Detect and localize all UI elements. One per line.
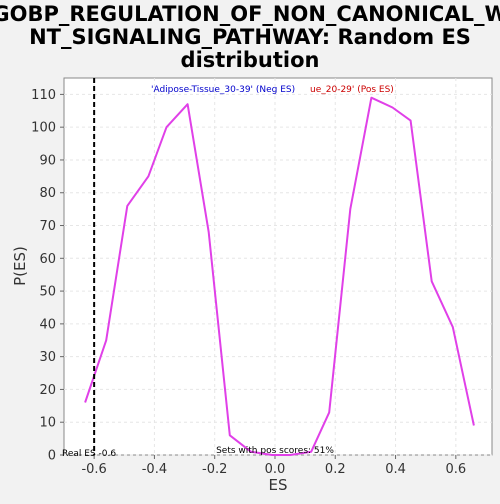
y-tick-label: 40	[39, 317, 56, 332]
real-es-label: Real ES -0.6	[62, 449, 116, 459]
x-tick-label: 0.2	[325, 462, 346, 477]
y-axis-label: P(ES)	[11, 246, 29, 286]
y-tick-label: 20	[39, 383, 56, 398]
pos-scores-label: Sets with pos scores: 51%	[216, 446, 334, 456]
series-line	[84, 96, 475, 456]
chart-title-line-3: distribution	[181, 48, 320, 72]
chart-title-line-1: GOBP_REGULATION_OF_NON_CANONICAL_W	[0, 2, 500, 26]
y-tick-label: 0	[48, 449, 56, 464]
y-tick-label: 70	[39, 219, 56, 234]
y-tick-label: 50	[39, 285, 56, 300]
grid-lines	[64, 78, 492, 456]
chart-title-line-2: NT_SIGNALING_PATHWAY: Random ES	[29, 25, 471, 49]
x-tick-label: -0.2	[202, 462, 227, 477]
y-tick-label: 90	[39, 153, 56, 168]
x-tick-label: -0.6	[81, 462, 106, 477]
axis-ticks: 0 10 20 30 40 50 60 70 80 90 100 110 -0.6 -0.4 -0.2 0.0…	[31, 88, 466, 477]
legend-neg-label: 'Adipose-Tissue_30-39' (Neg ES)	[151, 85, 295, 95]
y-tick-label: 30	[39, 350, 56, 365]
y-tick-label: 110	[31, 88, 56, 103]
x-tick-label: 0.6	[445, 462, 466, 477]
y-tick-label: 80	[39, 186, 56, 201]
y-tick-label: 10	[39, 416, 56, 431]
plot-area	[63, 77, 493, 456]
y-tick-label: 100	[31, 121, 56, 136]
legend-pos-label: ue_20-29' (Pos ES)	[310, 85, 394, 95]
y-tick-label: 60	[39, 252, 56, 267]
x-tick-label: -0.4	[142, 462, 167, 477]
x-axis-label: ES	[269, 476, 288, 494]
x-tick-label: 0.0	[265, 462, 286, 477]
series-layer	[84, 96, 475, 456]
x-tick-label: 0.4	[385, 462, 406, 477]
